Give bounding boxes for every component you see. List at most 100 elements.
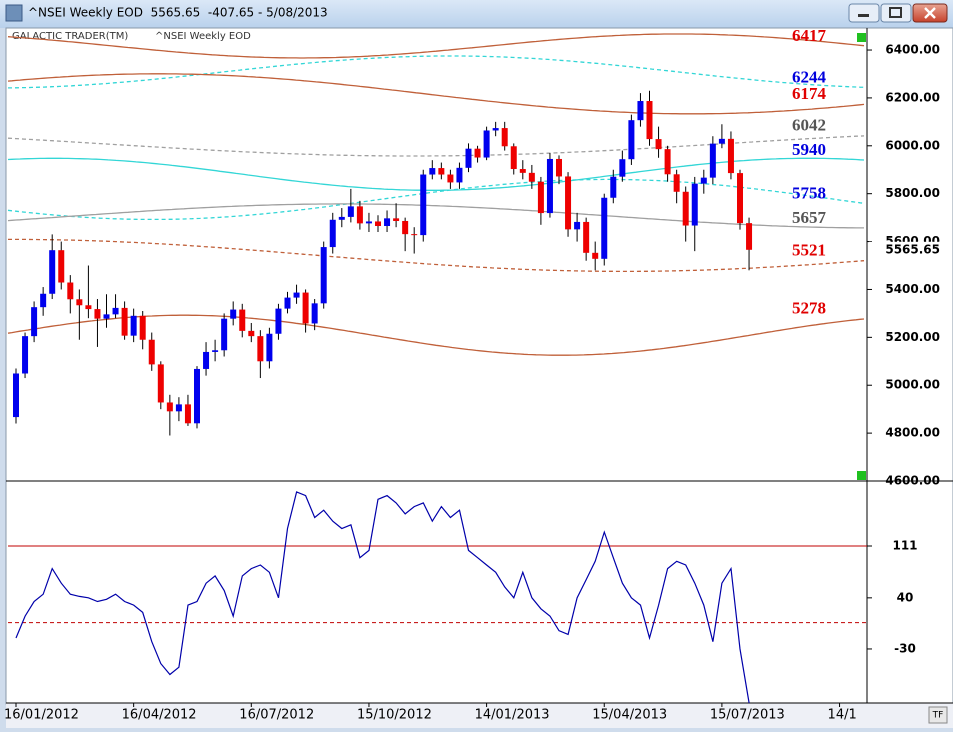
candle-body (293, 292, 300, 298)
candle-body (139, 315, 146, 340)
candle-body (212, 350, 219, 352)
candle-body (257, 336, 264, 362)
candle-body (40, 293, 47, 308)
x-tick-label: 14/01/2013 (475, 708, 550, 723)
candle-body (637, 101, 644, 121)
candle-body (465, 148, 472, 168)
candle-body (166, 402, 173, 412)
candle-body (365, 221, 372, 224)
y-tick-label: -30 (894, 641, 916, 655)
candle-body (746, 223, 753, 250)
candle-body (103, 314, 110, 319)
y-tick-label: 6200.00 (885, 90, 940, 104)
candle-body (646, 101, 653, 140)
candle-body (610, 176, 617, 198)
candle-body (402, 220, 409, 235)
candle-body (691, 183, 698, 226)
candle-body (329, 219, 336, 248)
x-tick-label: 16/04/2012 (122, 708, 197, 723)
cycle-line (8, 238, 865, 273)
candle-body (221, 318, 228, 351)
candle-body (338, 216, 345, 220)
candle-body (537, 181, 544, 214)
candle-body (709, 143, 716, 178)
candle-body (510, 146, 517, 170)
candle-body (384, 218, 391, 227)
candle-body (85, 305, 92, 310)
candle-body (447, 174, 454, 183)
candle-body (130, 315, 137, 336)
title-bar (0, 0, 953, 28)
candle-body (556, 158, 562, 177)
level-label: 5940 (792, 140, 826, 159)
candle-body (429, 168, 436, 175)
candle-body (393, 218, 400, 221)
minimize-button[interactable] (848, 3, 880, 23)
maximize-button[interactable] (880, 3, 912, 23)
level-label: 5521 (792, 240, 826, 259)
cycle-line (7, 73, 865, 115)
cycle-line (7, 203, 864, 229)
cycle-line (8, 55, 865, 89)
candle-body (592, 252, 599, 259)
candle-body (664, 149, 671, 175)
candle-body (682, 191, 689, 226)
cycle-line (7, 157, 865, 191)
candle-body (112, 307, 119, 315)
candle-body (184, 404, 191, 424)
candle-body (58, 250, 65, 283)
candle-body (411, 234, 418, 236)
candle-body (456, 167, 463, 183)
chart-area (5, 27, 953, 705)
candle-body (49, 250, 56, 294)
level-label: 5278 (792, 299, 826, 318)
candle-body (574, 221, 581, 230)
y-tick-label: 40 (897, 590, 914, 604)
candle-body (13, 373, 19, 418)
level-label: 6244 (792, 67, 827, 86)
candle-body (347, 206, 354, 217)
y-tick-label: 4600.00 (885, 474, 940, 488)
candle-body (194, 368, 200, 424)
x-tick-label: 15/07/2013 (710, 708, 785, 723)
candle-body (727, 138, 734, 174)
y-tick-label: 111 (892, 538, 917, 552)
candle-body (175, 404, 182, 412)
y-tick-label: 5400.00 (885, 282, 940, 296)
date-axis (6, 703, 953, 728)
candle-body (673, 174, 680, 192)
x-tick-label: 15/10/2012 (357, 708, 432, 723)
tf-label: TF (932, 711, 944, 721)
cycle-line (7, 135, 865, 157)
candle-body (22, 336, 29, 374)
y-tick-label: 5200.00 (885, 330, 940, 344)
candle-body (565, 176, 572, 230)
candle-body (583, 221, 590, 253)
level-label: 5657 (792, 208, 827, 227)
candle-body (230, 309, 237, 319)
minimize-icon (858, 14, 869, 17)
x-tick-label: 14/1 (828, 708, 857, 723)
candle-body (528, 172, 535, 182)
x-tick-label: 16/07/2012 (239, 708, 314, 723)
candle-body (31, 307, 38, 337)
close-icon (924, 7, 936, 19)
candle-body (275, 308, 282, 334)
candle-body (700, 177, 707, 184)
chart-subtitle: ^NSEI Weekly EOD (155, 31, 251, 42)
candle-body (546, 158, 553, 214)
window-title: ^NSEI Weekly EOD 5565.65 -407.65 - 5/08/… (28, 6, 328, 20)
candle-body (239, 309, 246, 331)
candle-body (483, 130, 490, 158)
tf-button[interactable] (928, 706, 948, 724)
cycle-line (7, 178, 865, 221)
candle-body (248, 330, 255, 337)
x-tick-label: 16/01/2012 (4, 708, 79, 723)
y-tick-label: 4800.00 (885, 426, 940, 440)
candle-body (519, 169, 526, 173)
level-label: 5758 (792, 184, 826, 203)
candle-body (420, 174, 427, 236)
candle-body (737, 173, 743, 224)
candle-body (718, 138, 725, 144)
